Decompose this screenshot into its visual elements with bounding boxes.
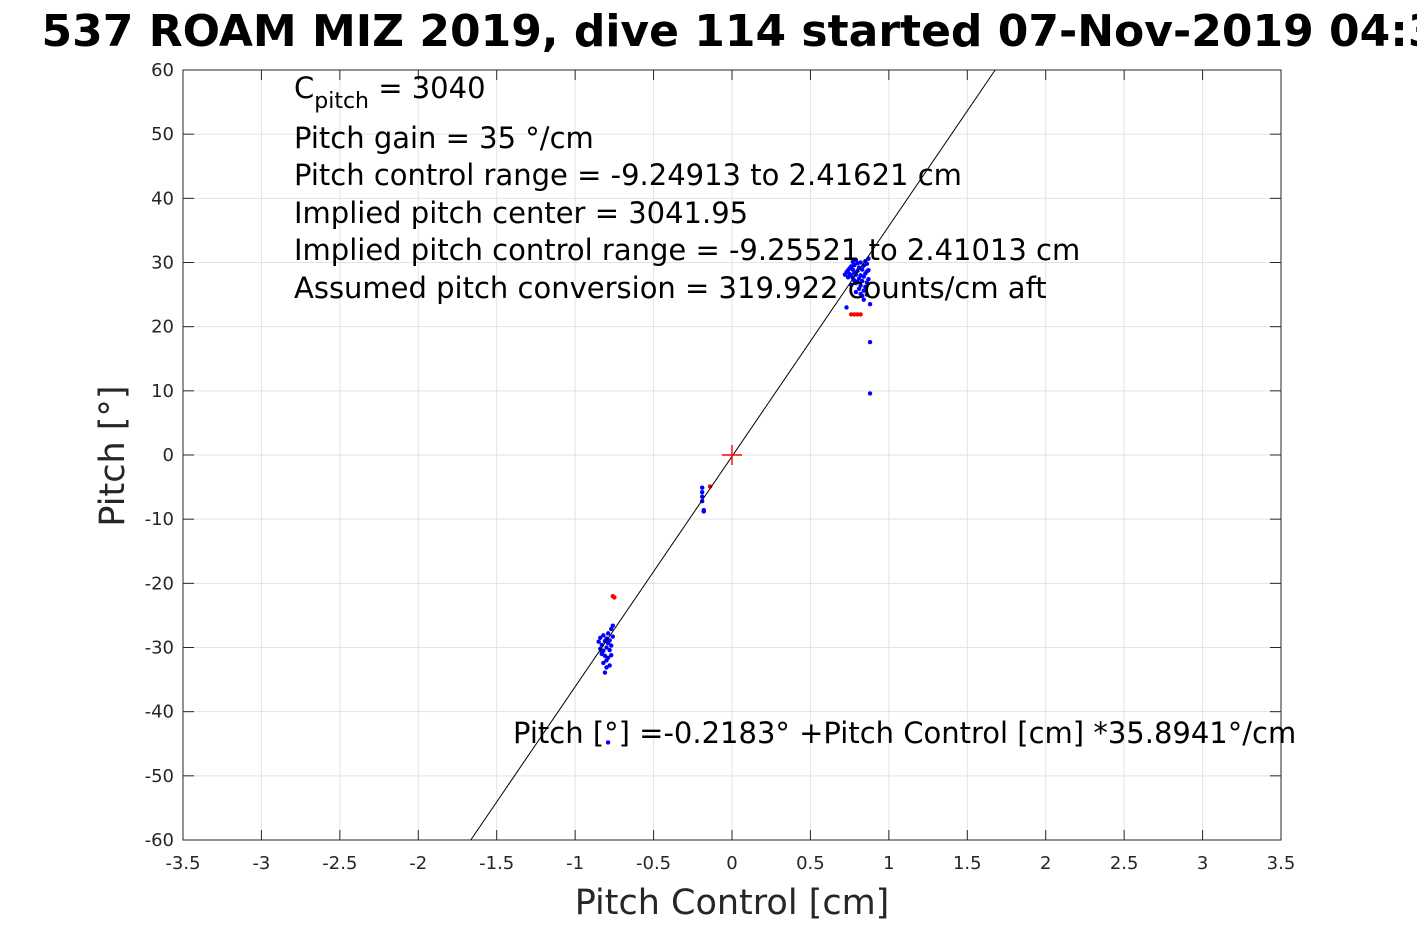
y-tick-label: 0	[163, 445, 174, 466]
data-point	[858, 291, 863, 297]
data-point	[601, 633, 606, 638]
data-point	[844, 305, 849, 310]
x-tick-label: 0	[726, 853, 737, 874]
data-point	[845, 275, 851, 280]
axis-ticks	[182, 69, 1282, 841]
grid-lines	[182, 69, 1282, 841]
y-tick-label: -20	[145, 573, 174, 594]
chart-title: 537 ROAM MIZ 2019, dive 114 started 07-N…	[42, 6, 1417, 57]
x-tick-label: 2.5	[1110, 853, 1139, 874]
data-point	[859, 267, 865, 272]
annotation-line: Pitch gain = 35 °/cm	[294, 121, 594, 155]
data-point	[849, 312, 854, 317]
y-tick-label: 30	[151, 253, 174, 274]
data-point	[861, 288, 866, 293]
annotation-line: Pitch control range = -9.24913 to 2.4162…	[294, 158, 962, 192]
data-point	[867, 391, 873, 396]
data-point	[858, 312, 863, 317]
fit-equation-label: Pitch [°] =-0.2183° +Pitch Control [cm] …	[513, 716, 1296, 750]
data-point	[863, 284, 868, 290]
data-point	[866, 268, 871, 273]
data-point	[699, 485, 705, 490]
data-point	[867, 339, 873, 345]
series-0	[596, 256, 873, 745]
data-point	[855, 312, 860, 317]
y-tick-label: 40	[151, 188, 174, 209]
x-tick-label: 2	[1040, 853, 1051, 874]
x-tick-label: -1.5	[479, 853, 514, 874]
data-point	[858, 283, 863, 288]
data-point	[605, 631, 611, 636]
y-tick-label: -60	[145, 830, 174, 851]
data-point	[612, 595, 617, 600]
y-tick-label: -50	[145, 766, 174, 787]
data-point	[605, 740, 611, 745]
data-point	[601, 660, 606, 666]
data-point	[701, 509, 706, 514]
x-tick-label: -3	[252, 853, 270, 874]
y-axis-label: Pitch [°]	[93, 385, 133, 526]
y-tick-label: -40	[145, 702, 174, 723]
x-tick-label: 3	[1197, 853, 1208, 874]
x-tick-label: -1	[566, 853, 584, 874]
series-1	[610, 312, 863, 600]
data-point	[607, 647, 612, 653]
y-tick-label: 10	[151, 381, 174, 402]
y-tick-labels: -60 -50 -40 -30 -20 -10 0 10 20 30 40 50 60	[145, 60, 174, 851]
data-point	[610, 623, 615, 628]
data-point	[602, 670, 608, 675]
data-point	[598, 635, 603, 641]
annotation-line: Cpitch = 3040	[294, 71, 486, 114]
data-point	[866, 276, 871, 282]
data-point	[610, 634, 615, 639]
data-point	[609, 643, 614, 648]
annotation-line: Implied pitch control range = -9.25521 t…	[294, 233, 1080, 267]
x-tick-label: 3.5	[1267, 853, 1296, 874]
x-tick-label: 1.5	[953, 853, 982, 874]
x-tick-label: 0.5	[796, 853, 825, 874]
x-tick-label: -3.5	[165, 853, 200, 874]
y-tick-label: 50	[151, 124, 174, 145]
data-point	[867, 302, 873, 307]
data-point	[599, 650, 605, 655]
x-tick-label: -0.5	[636, 853, 671, 874]
data-point	[861, 297, 866, 302]
y-tick-label: -10	[145, 509, 174, 530]
data-point	[864, 292, 870, 297]
data-point	[859, 278, 865, 284]
data-point	[596, 639, 601, 644]
x-axis-label: Pitch Control [cm]	[575, 883, 890, 923]
y-tick-label: -30	[145, 638, 174, 659]
data-point	[858, 260, 863, 265]
annotation-line: Assumed pitch conversion = 319.922 count…	[294, 271, 1047, 305]
data-point	[852, 312, 857, 317]
x-tick-labels: -3.5 -3 -2.5 -2 -1.5 -1 -0.5 0 0.5 1 1.5 2 2.5 3 3.5	[165, 853, 1295, 874]
data-point	[842, 272, 848, 277]
data-point	[853, 289, 859, 295]
y-tick-label: 60	[151, 60, 174, 81]
data-series	[596, 256, 873, 745]
data-point	[699, 490, 705, 495]
data-point	[605, 655, 611, 660]
x-tick-label: -2.5	[322, 853, 357, 874]
data-point	[604, 665, 609, 670]
data-point	[609, 653, 614, 658]
data-point	[604, 645, 609, 650]
data-point	[864, 261, 870, 266]
data-point	[607, 638, 612, 643]
annotation-line: Implied pitch center = 3041.95	[294, 196, 748, 230]
x-tick-label: -2	[409, 853, 427, 874]
x-tick-label: 1	[883, 853, 894, 874]
y-tick-label: 20	[151, 317, 174, 338]
center-marker-group	[722, 445, 742, 465]
